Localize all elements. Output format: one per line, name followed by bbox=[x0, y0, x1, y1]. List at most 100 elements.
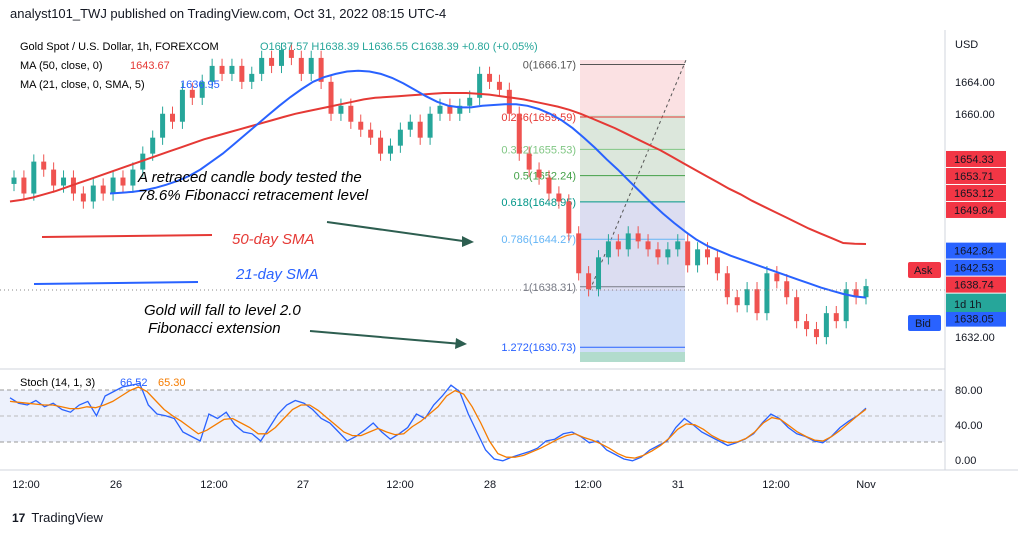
fib-level-label: 0.382(1655.53) bbox=[501, 144, 576, 156]
time-label: 12:00 bbox=[574, 479, 602, 491]
candle bbox=[804, 313, 810, 337]
candle bbox=[80, 186, 86, 209]
candle bbox=[269, 50, 275, 74]
svg-text:1642.53: 1642.53 bbox=[954, 263, 994, 275]
ma21-legend-value: 1636.95 bbox=[180, 79, 220, 91]
candle bbox=[526, 146, 532, 177]
candle bbox=[417, 114, 423, 145]
ohlc-legend: O1637.57 H1638.39 L1636.55 C1638.39 +0.8… bbox=[260, 41, 538, 53]
candle bbox=[308, 50, 314, 82]
fib-level-label: 1.272(1630.73) bbox=[501, 342, 576, 354]
candle bbox=[348, 98, 354, 129]
candle bbox=[51, 162, 57, 193]
candle bbox=[685, 234, 691, 273]
candle bbox=[724, 266, 730, 305]
candle bbox=[516, 106, 522, 161]
candle bbox=[487, 66, 493, 90]
candle bbox=[259, 50, 265, 82]
candle bbox=[635, 226, 641, 249]
time-label: 12:00 bbox=[386, 479, 414, 491]
candle bbox=[278, 42, 284, 74]
sma21-line bbox=[109, 69, 867, 299]
price-tag: 1653.71 bbox=[946, 167, 1006, 184]
ask-label: Ask bbox=[914, 265, 933, 277]
candle bbox=[477, 66, 483, 105]
fib-target-zone bbox=[580, 352, 685, 362]
candle bbox=[853, 282, 859, 305]
ma21-legend: MA (21, close, 0, SMA, 5) bbox=[20, 79, 145, 91]
candle bbox=[596, 250, 602, 297]
tradingview-footer[interactable]: 17 TradingView bbox=[12, 510, 103, 525]
countdown-label: 1d 1h bbox=[954, 299, 982, 311]
price-tick: 1632.00 bbox=[955, 332, 995, 344]
stoch-tick-40: 40.00 bbox=[955, 420, 983, 432]
candle bbox=[506, 82, 512, 121]
candle bbox=[655, 242, 661, 265]
candle bbox=[823, 305, 829, 345]
candle bbox=[625, 226, 631, 257]
price-tag: 1653.12 bbox=[946, 184, 1006, 201]
publisher-header: analyst101_TWJ published on TradingView.… bbox=[10, 6, 447, 21]
candle bbox=[397, 122, 403, 153]
candle bbox=[170, 106, 176, 129]
candle bbox=[833, 305, 839, 329]
candle bbox=[21, 170, 27, 201]
candle bbox=[189, 82, 195, 105]
fib-level-label: 0.5(1652.24) bbox=[514, 171, 576, 183]
candle bbox=[467, 90, 473, 113]
price-tag: 1649.84 bbox=[946, 201, 1006, 218]
fib-level-label: 0.618(1648.95) bbox=[501, 197, 576, 209]
fib-level-label: 0(1666.17) bbox=[523, 60, 576, 72]
time-label: 27 bbox=[297, 479, 309, 491]
candle bbox=[556, 186, 562, 209]
fib-zone bbox=[580, 59, 687, 362]
price-tick: 1664.00 bbox=[955, 77, 995, 89]
candle bbox=[239, 58, 245, 90]
ma50-legend-value: 1643.67 bbox=[130, 60, 170, 72]
candle bbox=[457, 98, 463, 121]
candle bbox=[754, 282, 760, 321]
candle bbox=[605, 234, 611, 265]
candle bbox=[387, 138, 393, 161]
candle bbox=[566, 194, 572, 241]
time-label: 28 bbox=[484, 479, 496, 491]
candle bbox=[576, 226, 582, 281]
svg-text:1642.84: 1642.84 bbox=[954, 246, 994, 258]
ask-badge: Ask bbox=[908, 262, 941, 278]
svg-text:1654.33: 1654.33 bbox=[954, 154, 994, 166]
candle bbox=[100, 178, 106, 201]
candle bbox=[675, 234, 681, 257]
candle bbox=[734, 290, 740, 313]
svg-text:1638.05: 1638.05 bbox=[954, 314, 994, 326]
candle bbox=[209, 58, 215, 90]
candle bbox=[586, 266, 592, 297]
price-tag: 1638.05 bbox=[946, 310, 1006, 327]
retrace-annotation-line2: 78.6% Fibonacci retracement level bbox=[138, 187, 369, 204]
candle bbox=[407, 114, 413, 137]
price-tag: 1642.84 bbox=[946, 242, 1006, 259]
candle bbox=[11, 170, 17, 192]
stoch-d-value: 65.30 bbox=[158, 377, 186, 389]
candle bbox=[288, 42, 294, 66]
stoch-tick-80: 80.00 bbox=[955, 385, 983, 397]
candle bbox=[130, 162, 136, 193]
candle bbox=[863, 278, 869, 305]
arrow-to-fib786 bbox=[326, 221, 474, 247]
candle bbox=[546, 170, 552, 201]
stoch-k-value: 66.52 bbox=[120, 377, 148, 389]
stoch-k-line bbox=[9, 382, 867, 462]
candle bbox=[179, 82, 185, 129]
candle bbox=[615, 234, 621, 257]
candle bbox=[219, 58, 225, 82]
candle bbox=[90, 178, 96, 209]
candle bbox=[427, 106, 433, 145]
candle bbox=[358, 114, 364, 137]
candle bbox=[199, 74, 205, 105]
candle bbox=[784, 274, 790, 305]
sma50-key-line bbox=[41, 234, 213, 238]
candle bbox=[368, 122, 374, 145]
symbol-legend: Gold Spot / U.S. Dollar, 1h, FOREXCOM bbox=[20, 41, 219, 53]
sma50-line bbox=[9, 92, 867, 245]
candle bbox=[318, 50, 324, 90]
